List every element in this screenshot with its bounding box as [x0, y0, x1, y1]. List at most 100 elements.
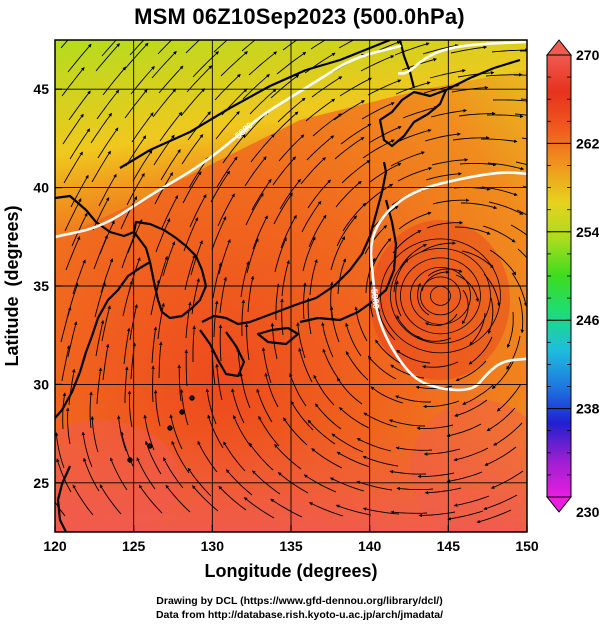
streamline [239, 372, 251, 409]
streamline [131, 112, 154, 143]
streamline [486, 114, 524, 118]
colorbar: 230 238 246 254 262 270 [545, 39, 599, 520]
streamline [313, 374, 335, 406]
streamline [426, 220, 464, 229]
streamline [102, 66, 127, 96]
streamline [377, 307, 396, 341]
streamline [417, 282, 430, 316]
streamline [488, 201, 524, 215]
streamline [109, 457, 128, 491]
x-tick-label: 125 [122, 538, 146, 554]
colorbar-tick-label: 270 [576, 47, 599, 63]
streamline [368, 126, 402, 144]
streamline [55, 432, 65, 469]
contour-label: 5880 [369, 288, 381, 309]
streamline [367, 79, 402, 96]
streamline [389, 470, 427, 475]
streamline [427, 268, 463, 277]
streamline [97, 127, 119, 159]
streamline [371, 238, 392, 270]
streamline [65, 236, 81, 271]
streamline [63, 151, 83, 184]
streamline [336, 215, 357, 247]
streamline [280, 214, 297, 249]
streamline [192, 485, 219, 512]
streamline [321, 321, 334, 358]
streamline [329, 477, 365, 492]
streamline [431, 158, 469, 166]
streamline [308, 214, 327, 248]
streamline [314, 403, 342, 430]
streamline [493, 422, 523, 446]
streamline [390, 151, 425, 167]
streamline [132, 149, 153, 182]
streamline [450, 45, 488, 54]
streamline [212, 262, 222, 299]
streamline [165, 484, 191, 513]
streamline [399, 243, 428, 269]
streamline [90, 112, 112, 144]
streamline [375, 339, 403, 365]
streamline [184, 254, 196, 291]
colorbar-tick-label: 254 [576, 224, 599, 240]
streamline [312, 113, 342, 137]
streamline [454, 226, 491, 235]
streamline [340, 123, 372, 145]
y-tick-label: 40 [33, 180, 49, 196]
streamline [210, 170, 230, 203]
credit-data: Data from http://database.rish.kyoto-u.a… [155, 609, 444, 621]
colorbar-bottom-cap [545, 496, 573, 513]
streamline [250, 133, 275, 163]
streamline [330, 236, 345, 271]
streamline [156, 255, 168, 292]
streamline [90, 415, 99, 453]
streamline [157, 302, 165, 340]
streamline [363, 412, 398, 428]
streamline [95, 43, 120, 72]
streamline [338, 407, 370, 429]
streamline [424, 487, 462, 495]
streamline [311, 448, 343, 469]
streamline [311, 76, 343, 98]
streamline [290, 400, 314, 431]
streamline [67, 43, 92, 73]
streamline [308, 502, 344, 517]
streamline [153, 389, 161, 427]
streamline [367, 355, 397, 380]
streamline [390, 510, 428, 514]
streamline [492, 99, 527, 103]
streamline [261, 347, 272, 384]
streamline [489, 249, 517, 276]
streamline [484, 446, 517, 466]
cyclone-streamline [420, 276, 461, 316]
streamline [102, 343, 110, 381]
streamline [271, 111, 299, 138]
streamline [516, 209, 527, 216]
cyclone-streamline [400, 257, 481, 335]
streamline [273, 192, 293, 225]
streamline [71, 212, 88, 247]
streamline [298, 347, 313, 383]
contour-line [55, 44, 402, 239]
streamline [390, 364, 425, 379]
x-axis-ticks: 120 125 130 135 140 145 150 [43, 525, 539, 554]
streamline [310, 40, 327, 50]
streamline [245, 192, 264, 226]
streamline [68, 368, 76, 406]
streamline [70, 174, 89, 208]
streamline [177, 364, 182, 402]
streamline [334, 137, 365, 160]
streamline [506, 311, 514, 348]
streamline [126, 172, 145, 206]
streamline [223, 441, 246, 472]
streamline [341, 160, 371, 184]
streamline [272, 156, 296, 186]
contour-line [397, 40, 527, 75]
streamline [72, 484, 94, 516]
streamline [157, 40, 173, 55]
streamline [283, 417, 308, 446]
streamline [121, 233, 136, 269]
streamline [282, 40, 298, 51]
streamline [395, 395, 431, 403]
